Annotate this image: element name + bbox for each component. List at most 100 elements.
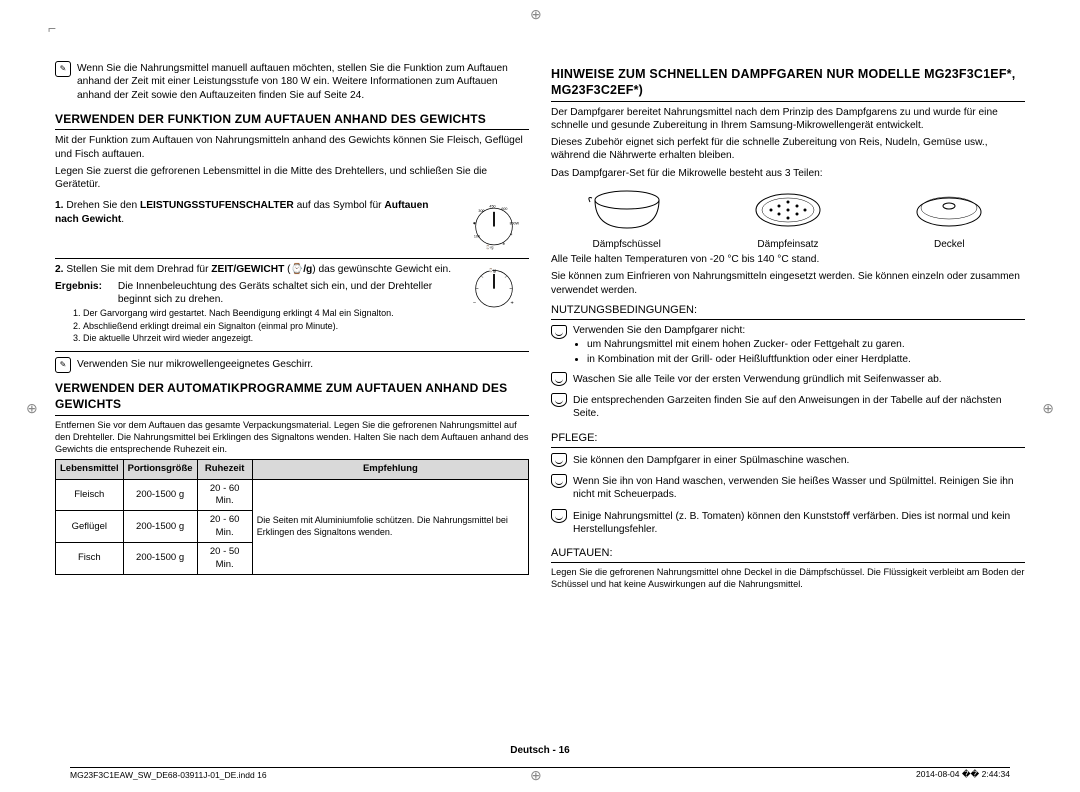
bowl-icon <box>551 393 567 407</box>
result-list: Der Garvorgang wird gestartet. Nach Been… <box>83 308 453 345</box>
footer-rule <box>70 767 1010 768</box>
usage-2-text: Waschen Sie alle Teile vor der ersten Ve… <box>573 373 1025 386</box>
usage-item-2: Waschen Sie alle Teile vor der ersten Ve… <box>551 371 1025 390</box>
step1-text-a: Drehen Sie den <box>66 200 140 211</box>
usage-1-list: um Nahrungsmittel mit einem hohen Zucker… <box>587 338 1025 366</box>
footer-file: MG23F3C1EAW_SW_DE68-03911J-01_DE.indd 16 <box>70 770 267 780</box>
note-icon: ✎ <box>55 61 71 77</box>
step1-text-e: . <box>121 214 124 225</box>
bowl-icon <box>551 474 567 488</box>
result-item-2: Abschließend erklingt dreimal ein Signal… <box>83 321 453 333</box>
step-1: 1. Drehen Sie den LEISTUNGSSTUFENSCHALTE… <box>55 195 529 259</box>
auto-defrost-p: Entfernen Sie vor dem Auftauen das gesam… <box>55 420 529 456</box>
steam-insert-label: Dämpfeinsatz <box>757 239 818 250</box>
steam-p3: Das Dampfgarer-Set für die Mikrowelle be… <box>551 167 1025 180</box>
heading-auto-defrost: VERWENDEN DER AUTOMATIKPROGRAMME ZUM AUF… <box>55 381 529 415</box>
th-food: Lebensmittel <box>56 460 124 479</box>
bowl-icon <box>551 325 567 339</box>
note-icon: ✎ <box>55 357 71 373</box>
td-r1c1: Fleisch <box>56 479 124 511</box>
steam-p1: Der Dampfgarer bereitet Nahrungsmittel n… <box>551 106 1025 133</box>
svg-text:☀: ☀ <box>510 233 514 237</box>
left-column: ✎ Wenn Sie die Nahrungsmittel manuell au… <box>55 60 529 700</box>
step2-text-e: ) das gewünschte Gewicht ein. <box>312 264 451 275</box>
td-r3c1: Fisch <box>56 543 124 575</box>
sub-usage: NUTZUNGSBEDINGUNGEN: <box>551 303 1025 320</box>
defrost-note: Legen Sie die gefrorenen Nahrungsmittel … <box>551 567 1025 591</box>
heading-defrost-weight: VERWENDEN DER FUNKTION ZUM AUFTAUEN ANHA… <box>55 112 529 131</box>
care-1-text: Sie können den Dampfgarer in einer Spülm… <box>573 454 1025 467</box>
sub-care: PFLEGE: <box>551 431 1025 448</box>
step1-number: 1. <box>55 200 64 211</box>
step2-text-b: ZEIT/GEWICHT <box>211 264 284 275</box>
step1-text-b: LEISTUNGSSTUFENSCHALTER <box>140 200 294 211</box>
step2-text-d: ⌚/g <box>291 264 313 275</box>
usage-3-text: Die entsprechenden Garzeiten finden Sie … <box>573 394 1025 421</box>
sub-defrost: AUFTAUEN: <box>551 546 1025 563</box>
defrost-weight-p2: Legen Sie zuerst die gefrorenen Lebensmi… <box>55 165 529 192</box>
svg-text:⌚/g: ⌚/g <box>486 245 494 250</box>
steam-bowl: Dämpfschüssel <box>582 186 672 251</box>
th-rest: Ruhezeit <box>197 460 252 479</box>
steam-lid-label: Deckel <box>934 239 965 250</box>
result-item-3: Die aktuelle Uhrzeit wird wieder angezei… <box>83 333 453 345</box>
svg-text:100: 100 <box>474 235 480 239</box>
care-3-text: Einige Nahrungsmittel (z. B. Tomaten) kö… <box>573 510 1025 537</box>
td-r3c2: 200-1500 g <box>123 543 197 575</box>
intro-note: ✎ Wenn Sie die Nahrungsmittel manuell au… <box>55 60 529 106</box>
power-dial-icon: 300450600 800W ✱ 100 ⌚/g ❄ ☀ <box>459 199 529 254</box>
care-2-text: Wenn Sie ihn von Hand waschen, verwenden… <box>573 475 1025 502</box>
heading-steam: HINWEISE ZUM SCHNELLEN DAMPFGAREN NUR MO… <box>551 66 1025 102</box>
step1-text-c: auf das Symbol für <box>294 200 385 211</box>
svg-text:450: 450 <box>489 205 495 209</box>
svg-text:❄: ❄ <box>502 242 505 246</box>
usage-1-li2: in Kombination mit der Grill- oder Heißl… <box>587 353 1025 366</box>
step2-text-a: Stellen Sie mit dem Drehrad für <box>66 264 211 275</box>
result-label: Ergebnis: <box>55 280 115 293</box>
dish-note-text: Verwenden Sie nur mikrowellengeeignetes … <box>77 358 313 371</box>
crop-mark-cl: ⊕ <box>26 400 38 417</box>
td-r2c1: Geflügel <box>56 511 124 543</box>
td-r1c2: 200-1500 g <box>123 479 197 511</box>
td-recommendation: Die Seiten mit Aluminiumfolie schützen. … <box>252 479 528 574</box>
usage-item-3: Die entsprechenden Garzeiten finden Sie … <box>551 392 1025 425</box>
steam-bowl-label: Dämpfschüssel <box>592 239 660 250</box>
step2-number: 2. <box>55 264 64 275</box>
right-column: HINWEISE ZUM SCHNELLEN DAMPFGAREN NUR MO… <box>551 60 1025 700</box>
result-item-1: Der Garvorgang wird gestartet. Nach Been… <box>83 308 453 320</box>
care-item-3: Einige Nahrungsmittel (z. B. Tomaten) kö… <box>551 508 1025 541</box>
steam-p4: Alle Teile halten Temperaturen von -20 °… <box>551 253 1025 266</box>
footer-page: Deutsch - 16 <box>0 745 1080 756</box>
bowl-icon <box>551 453 567 467</box>
svg-text:300: 300 <box>478 209 484 213</box>
svg-text:600: 600 <box>501 207 507 211</box>
svg-text:+: + <box>511 301 514 307</box>
th-portion: Portionsgröße <box>123 460 197 479</box>
crop-mark-bc: ⊕ <box>530 767 542 784</box>
td-r2c3: 20 - 60 Min. <box>197 511 252 543</box>
td-r3c3: 20 - 50 Min. <box>197 543 252 575</box>
time-weight-dial-icon: ⌚/g − + <box>459 263 529 318</box>
footer-date: 2014-08-04 �� 2:44:34 <box>916 769 1010 780</box>
steamer-parts: Dämpfschüssel Dämpfeinsatz <box>551 186 1025 251</box>
crop-mark-tl: ⌐ <box>48 20 56 36</box>
svg-text:800W: 800W <box>510 222 520 226</box>
dish-note: ✎ Verwenden Sie nur mikrowellengeeignete… <box>55 356 529 375</box>
bowl-icon <box>551 509 567 523</box>
svg-text:−: − <box>473 301 476 307</box>
care-item-2: Wenn Sie ihn von Hand waschen, verwenden… <box>551 473 1025 506</box>
steam-insert: Dämpfeinsatz <box>743 186 833 251</box>
th-rec: Empfehlung <box>252 460 528 479</box>
steam-p5: Sie können zum Einfrieren von Nahrungsmi… <box>551 270 1025 297</box>
two-column-layout: ✎ Wenn Sie die Nahrungsmittel manuell au… <box>55 60 1025 700</box>
steam-p2: Dieses Zubehör eignet sich perfekt für d… <box>551 136 1025 163</box>
td-r1c3: 20 - 60 Min. <box>197 479 252 511</box>
crop-mark-cr: ⊕ <box>1042 400 1054 417</box>
steam-lid: Deckel <box>904 186 994 251</box>
intro-note-text: Wenn Sie die Nahrungsmittel manuell auft… <box>77 62 529 102</box>
usage-1-text: Verwenden Sie den Dampfgarer nicht: <box>573 325 745 336</box>
step-2: 2. Stellen Sie mit dem Drehrad für ZEIT/… <box>55 259 529 352</box>
td-r2c2: 200-1500 g <box>123 511 197 543</box>
defrost-table: Lebensmittel Portionsgröße Ruhezeit Empf… <box>55 459 529 574</box>
usage-1-li1: um Nahrungsmittel mit einem hohen Zucker… <box>587 338 1025 351</box>
